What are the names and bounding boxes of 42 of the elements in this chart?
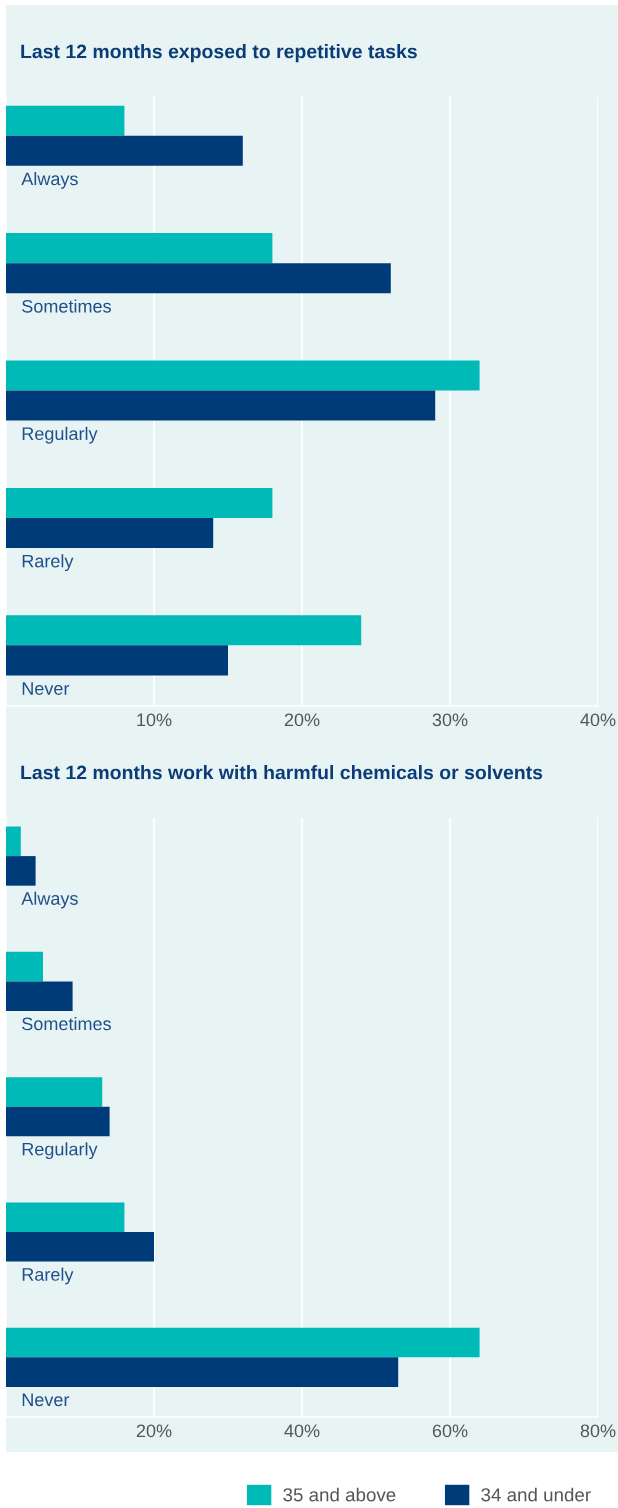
bar [6, 390, 436, 421]
bar [6, 1106, 110, 1137]
bar [6, 1232, 154, 1262]
chart-title: Last 12 months exposed to repetitive tasks [21, 44, 417, 63]
bar [6, 1357, 399, 1387]
bar [6, 826, 21, 857]
x-tick-label: 60% [432, 1424, 468, 1438]
x-tick-label: 40% [284, 1424, 320, 1438]
x-tick-label: 40% [580, 713, 616, 727]
y-tick-label: Regularly [22, 1142, 98, 1160]
bar [6, 951, 43, 982]
bar [6, 233, 273, 264]
x-tick-label: 20% [284, 713, 320, 727]
x-tick-label: 10% [137, 713, 172, 727]
bar [6, 487, 273, 518]
bar [6, 517, 214, 549]
bar [6, 360, 480, 391]
bar [6, 263, 391, 294]
x-tick-label: 80% [580, 1424, 616, 1438]
bar [6, 105, 125, 136]
bar [6, 1327, 480, 1358]
bar [6, 645, 228, 676]
x-tick-label: 30% [432, 713, 468, 727]
y-tick-label: Never [22, 682, 70, 695]
y-tick-label: Rarely [22, 1267, 74, 1285]
y-tick-label: Always [21, 172, 78, 189]
y-tick-label: Never [22, 1393, 70, 1407]
legend-label: 34 and under [481, 1487, 591, 1502]
bar [6, 1077, 103, 1107]
legend-label: 35 and above [283, 1487, 396, 1502]
y-tick-label: Sometimes [22, 299, 111, 313]
bar [6, 615, 362, 646]
chart-title: Last 12 months work with harmful chemicals or solvents [21, 765, 543, 780]
y-tick-label: Regularly [22, 426, 98, 444]
x-tick-label: 20% [136, 1424, 172, 1438]
bar [6, 1202, 125, 1233]
y-tick-label: Sometimes [22, 1016, 111, 1031]
y-tick-label: Always [21, 891, 78, 909]
bar [6, 981, 73, 1011]
bar [6, 856, 36, 886]
y-tick-label: Rarely [22, 554, 74, 572]
bar [6, 135, 243, 166]
